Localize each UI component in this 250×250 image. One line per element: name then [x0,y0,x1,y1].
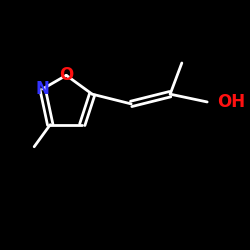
Text: OH: OH [217,93,245,111]
Text: N: N [36,80,50,98]
Text: O: O [59,66,74,84]
